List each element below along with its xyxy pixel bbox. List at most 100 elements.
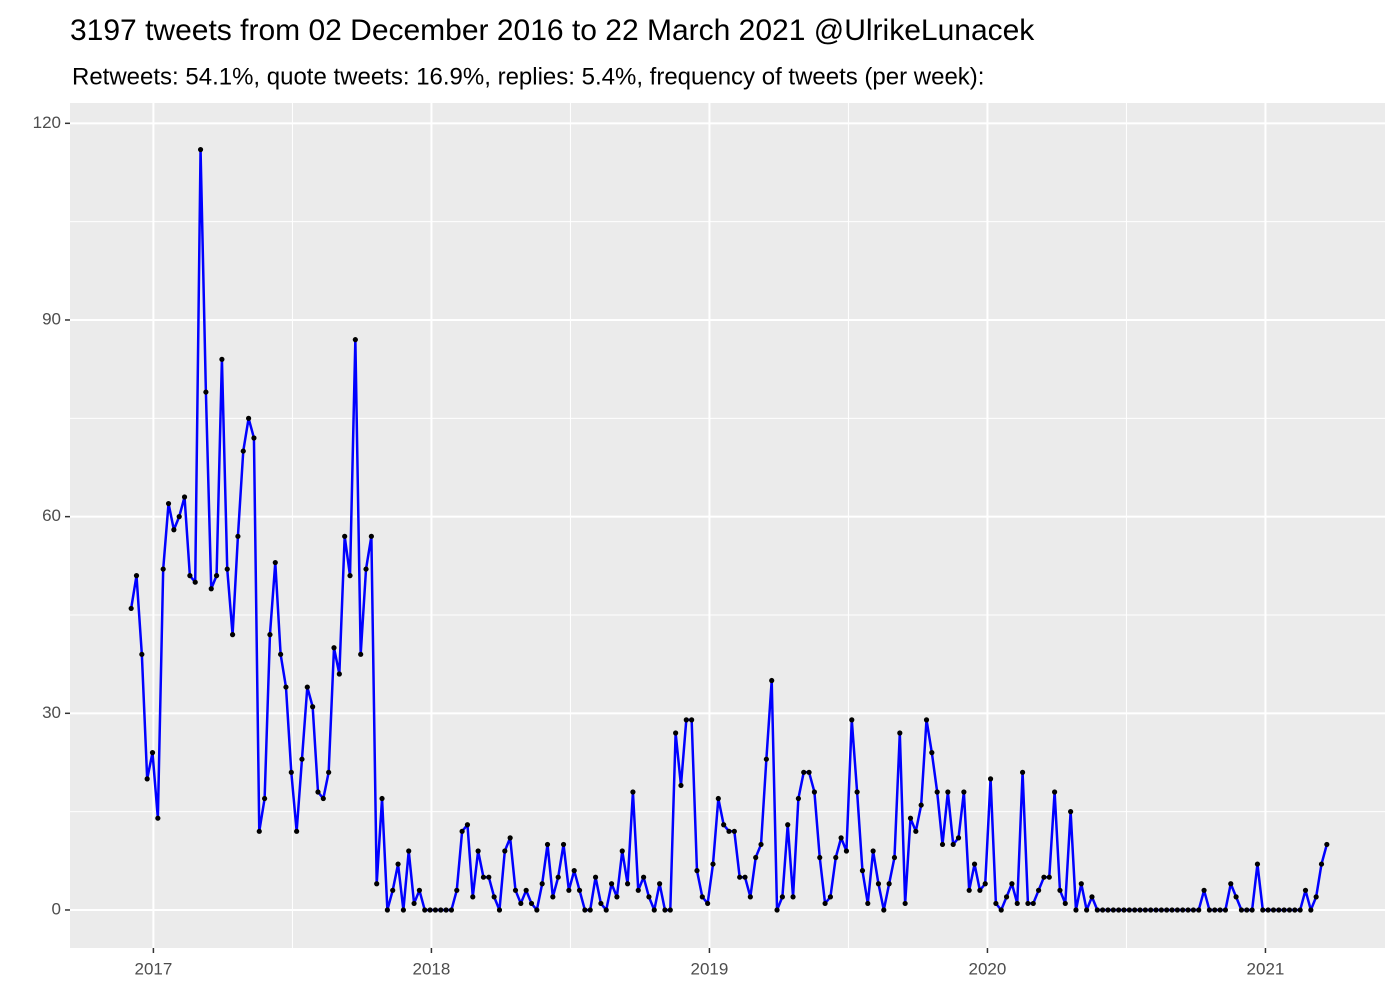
point (1030, 900, 1036, 907)
point (913, 828, 919, 834)
point (411, 900, 417, 907)
point (843, 848, 850, 854)
point (683, 717, 689, 723)
point (881, 907, 887, 913)
point (240, 448, 246, 454)
point (827, 894, 834, 900)
point (1052, 789, 1058, 795)
point (870, 848, 876, 854)
point (929, 750, 935, 756)
point (544, 841, 551, 848)
point (406, 848, 412, 854)
point (646, 894, 652, 900)
point (747, 894, 753, 900)
point (187, 573, 193, 579)
point (817, 854, 823, 861)
point (961, 789, 967, 795)
point (427, 907, 433, 913)
point (811, 789, 818, 795)
point (523, 887, 529, 893)
point (742, 874, 748, 880)
point (1318, 861, 1325, 867)
point (795, 795, 801, 802)
point (374, 881, 380, 887)
y-tick-label: 90 (42, 309, 61, 328)
point (907, 815, 914, 821)
point (176, 514, 182, 520)
point (347, 573, 353, 579)
point (550, 894, 556, 900)
point (1003, 894, 1010, 900)
point (256, 828, 262, 834)
point (379, 795, 385, 802)
point (336, 671, 342, 677)
point (758, 841, 764, 848)
point (245, 415, 252, 421)
point (806, 769, 812, 775)
point (753, 854, 759, 861)
point (635, 887, 641, 893)
point (1035, 887, 1042, 893)
point (1057, 887, 1063, 893)
point (1185, 907, 1191, 913)
point (859, 868, 866, 874)
point (1276, 907, 1282, 913)
point (726, 828, 732, 834)
point (486, 874, 492, 880)
point (614, 894, 620, 900)
point (352, 337, 358, 343)
point (875, 881, 882, 887)
point (737, 874, 743, 880)
point (310, 704, 316, 710)
point (464, 822, 471, 828)
point (1260, 907, 1266, 913)
point (1078, 881, 1084, 887)
point (939, 841, 946, 848)
point (619, 848, 625, 854)
point (507, 835, 513, 841)
point (934, 789, 940, 795)
point (1062, 900, 1068, 907)
point (502, 848, 508, 854)
point (1254, 861, 1261, 867)
point (785, 822, 791, 828)
point (171, 527, 177, 533)
point (294, 828, 300, 834)
x-tick-label: 2020 (969, 959, 1007, 978)
point (208, 586, 214, 592)
point (342, 533, 348, 539)
point (694, 868, 700, 874)
x-tick-label: 2019 (691, 959, 729, 978)
point (1089, 894, 1095, 900)
point (966, 887, 972, 893)
point (432, 907, 439, 913)
point (779, 894, 785, 900)
point (1292, 907, 1298, 913)
point (358, 651, 364, 657)
point (1142, 907, 1148, 913)
x-tick-label: 2017 (134, 959, 172, 978)
point (886, 881, 892, 887)
x-tick-label: 2021 (1247, 959, 1285, 978)
point (923, 717, 930, 723)
point (1249, 907, 1255, 913)
point (801, 769, 807, 775)
point (192, 579, 198, 585)
point (1313, 894, 1319, 900)
point (235, 533, 241, 539)
point (139, 651, 145, 657)
point (576, 887, 583, 893)
point (331, 645, 337, 651)
point (459, 828, 465, 834)
point (603, 907, 609, 913)
point (769, 677, 775, 684)
point (1302, 887, 1309, 893)
point (1009, 881, 1015, 887)
point (1132, 907, 1138, 913)
point (897, 730, 903, 736)
point (592, 874, 599, 880)
point (1308, 907, 1314, 913)
point (454, 887, 460, 893)
point (326, 769, 332, 775)
